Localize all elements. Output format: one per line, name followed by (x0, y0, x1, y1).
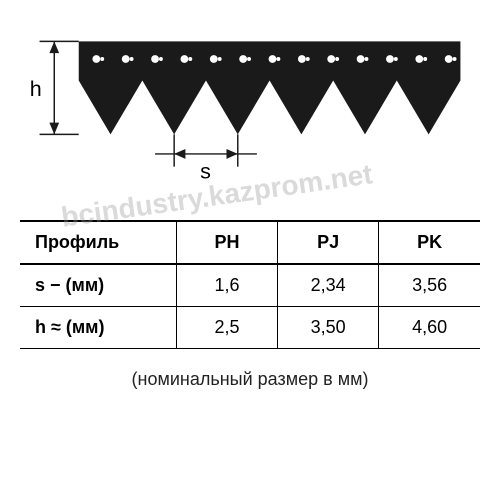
h-label: h (30, 77, 42, 101)
cell-s-pj: 2,34 (278, 264, 379, 307)
table-header-row: Профиль PH PJ PK (20, 221, 480, 264)
table-row: s − (мм) 1,6 2,34 3,56 (20, 264, 480, 307)
belt-teeth (79, 81, 461, 135)
h-dimension (40, 41, 79, 134)
caption-text: (номинальный размер в мм) (20, 369, 480, 390)
row-s-label: s − (мм) (20, 264, 176, 307)
cell-s-ph: 1,6 (176, 264, 277, 307)
dimensions-table: Профиль PH PJ PK s − (мм) 1,6 2,34 3,56 … (20, 220, 480, 480)
profile-table: Профиль PH PJ PK s − (мм) 1,6 2,34 3,56 … (20, 220, 480, 349)
cell-h-pk: 4,60 (379, 307, 480, 349)
row-h-label: h ≈ (мм) (20, 307, 176, 349)
s-label: s (200, 159, 211, 183)
cell-h-ph: 2,5 (176, 307, 277, 349)
table-row: h ≈ (мм) 2,5 3,50 4,60 (20, 307, 480, 349)
col-pj: PJ (278, 221, 379, 264)
col-pk: PK (379, 221, 480, 264)
cell-h-pj: 3,50 (278, 307, 379, 349)
belt-cross-section-diagram: h s (20, 20, 480, 190)
col-profile: Профиль (20, 221, 176, 264)
col-ph: PH (176, 221, 277, 264)
cell-s-pk: 3,56 (379, 264, 480, 307)
diagram-svg: h s (20, 20, 480, 190)
